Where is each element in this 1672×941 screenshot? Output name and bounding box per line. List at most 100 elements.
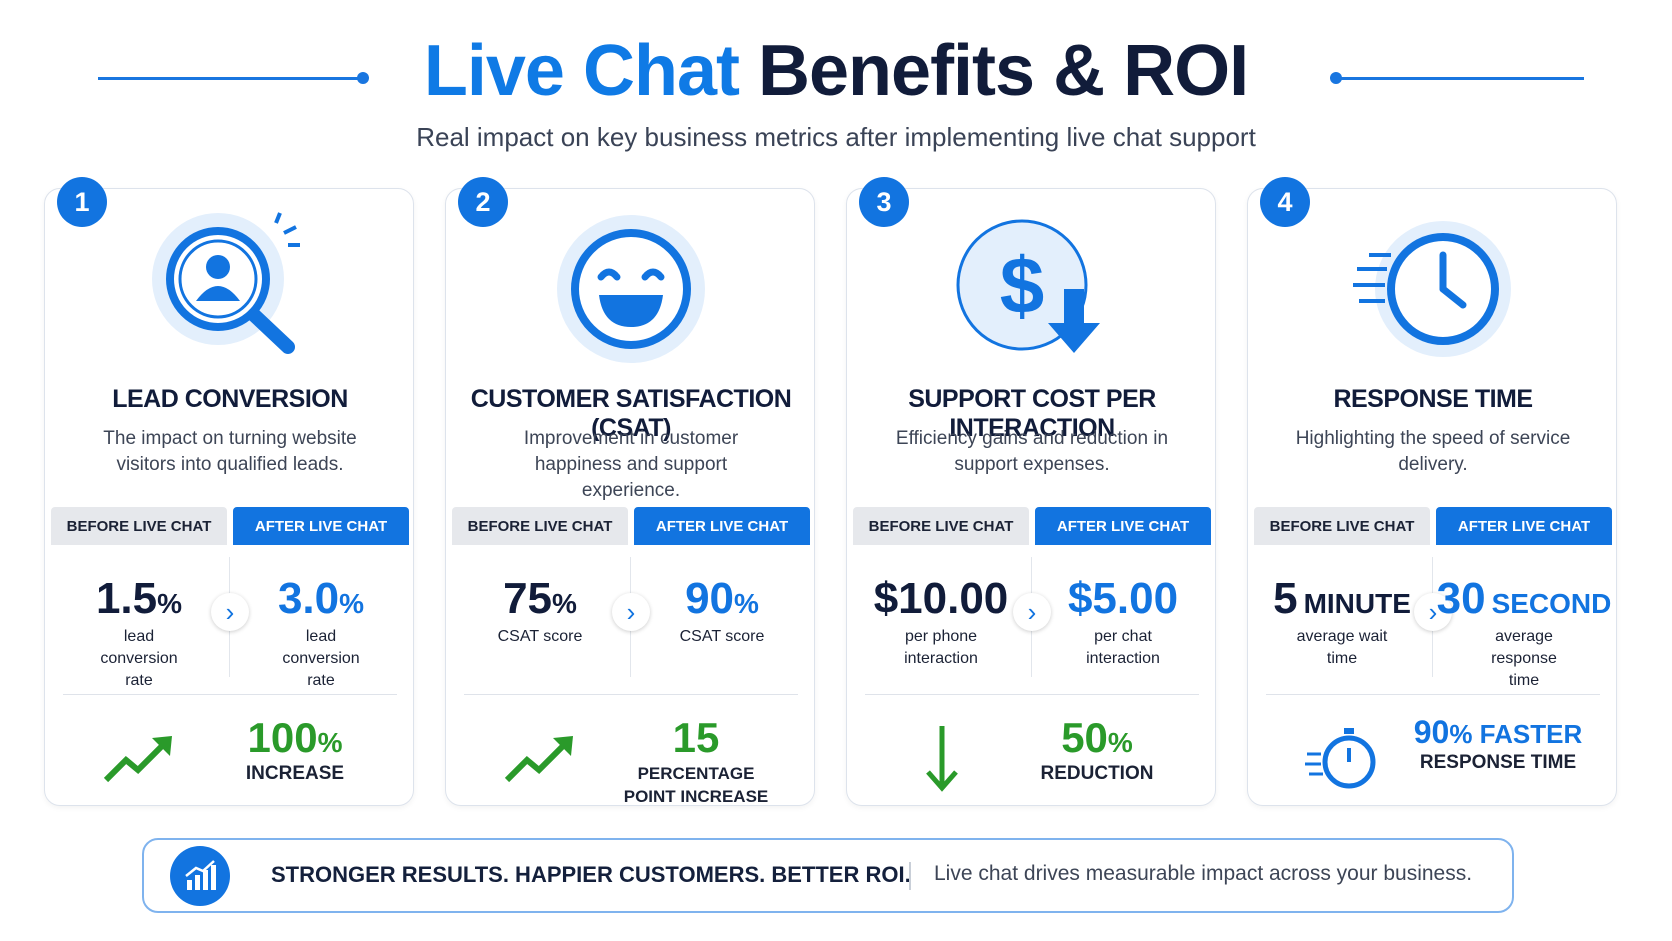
result-icon: [501, 724, 581, 794]
metric-caption: per chat interaction: [1086, 628, 1160, 667]
card: 3 $ SUPPORT COST PER INTERACTION Efficiency…: [846, 177, 1216, 806]
after-metric: $5.00 per chat interaction: [1033, 574, 1213, 670]
icon: [1353, 221, 1511, 357]
icon-part: [504, 739, 570, 783]
card-icon: $: [952, 209, 1112, 369]
card-icon: [551, 209, 711, 369]
card: 4 RESPONSE TIME Highlighting the speed of …: [1247, 177, 1617, 806]
chevron: ›: [1414, 593, 1452, 631]
footer-text: Live chat drives measurable impact acros…: [934, 862, 1473, 885]
metric-line: 3.0%: [231, 574, 411, 624]
icon-part: [553, 736, 573, 756]
before-metric: 5 MINUTE average wait time: [1252, 574, 1432, 670]
step-badge: 2: [458, 177, 508, 227]
metric-line: 75%: [450, 574, 630, 624]
after-metric: 90% CSAT score: [632, 574, 812, 648]
metric-caption: per phone interaction: [904, 628, 978, 667]
result: 15 PERCENTAGE POINT INCREASE: [596, 714, 796, 808]
icon: [926, 726, 958, 792]
icon-part: [597, 268, 621, 281]
icon-part: [152, 736, 172, 756]
chevron: ›: [612, 593, 650, 631]
metric-line: 1.5%: [49, 574, 229, 624]
card-title: LEAD CONVERSION: [112, 385, 348, 413]
icon-part: $: [1000, 241, 1045, 330]
icon-part: [1048, 289, 1100, 353]
step-badge: 3: [859, 177, 909, 227]
divider: [464, 694, 798, 695]
after-tab: AFTER LIVE CHAT: [233, 507, 409, 545]
title-highlight: Live Chat: [423, 31, 740, 111]
metric-unit: %: [157, 588, 183, 619]
chevron: ›: [211, 593, 249, 631]
header-dot: [357, 72, 369, 84]
card-description: The impact on turning website visitors i…: [103, 428, 357, 475]
icon-part: [599, 295, 663, 327]
metric-value: 30: [1436, 574, 1486, 623]
icon-part: [187, 880, 192, 890]
before-tab: BEFORE LIVE CHAT: [1254, 507, 1430, 545]
before-metric: 75% CSAT score: [450, 574, 630, 648]
card-title: RESPONSE TIME: [1333, 385, 1533, 413]
card: 1 LEAD CONVERSION The impact on turning we…: [44, 177, 414, 806]
before-metric: 1.5% lead conversion rate: [49, 574, 229, 692]
card: 2 CUSTOMER SATISFACTION (CSAT) Improvement…: [445, 177, 815, 808]
metric-unit: %: [339, 588, 365, 619]
result-line: 90% FASTER: [1383, 714, 1613, 751]
icon-part: [211, 865, 216, 890]
metric-unit: %: [734, 588, 759, 619]
step-badge: 1: [57, 177, 107, 227]
icon-part: [203, 870, 208, 890]
after-metric: 30 SECOND average response time: [1434, 574, 1614, 692]
result-line: 15: [596, 714, 796, 762]
after-tab: AFTER LIVE CHAT: [1436, 507, 1612, 545]
header-rule: [98, 77, 360, 80]
result: 100% INCREASE: [195, 714, 395, 785]
metric-value: 5: [1273, 574, 1298, 623]
metric-unit: MINUTE: [1303, 588, 1411, 619]
metric-caption: CSAT score: [679, 628, 765, 645]
result-unit: % FASTER: [1449, 719, 1583, 749]
before-tab: BEFORE LIVE CHAT: [452, 507, 628, 545]
icon-part: [1322, 735, 1376, 789]
title-rest: Benefits & ROI: [758, 31, 1249, 111]
metric-value: 90: [685, 574, 735, 623]
card-icon: [150, 209, 310, 369]
icon-part: [103, 739, 169, 783]
metric-value: 1.5: [95, 574, 158, 623]
after-tab: AFTER LIVE CHAT: [1035, 507, 1211, 545]
result-unit: %: [317, 727, 343, 758]
icon: [504, 736, 573, 783]
result-unit: %: [1107, 727, 1133, 758]
icon-part: [195, 875, 200, 890]
result-caption: REDUCTION: [1040, 763, 1154, 784]
footer-icon: [170, 846, 230, 906]
icon-part: [283, 225, 297, 235]
result-caption: PERCENTAGE POINT INCREASE: [623, 764, 769, 806]
icon-part: [178, 239, 258, 319]
metric-value: $10.00: [873, 574, 1009, 623]
result-icon: [902, 724, 982, 794]
metric-line: 90%: [632, 574, 812, 624]
metric-unit: %: [552, 588, 577, 619]
icon-part: [926, 770, 958, 792]
metric-caption: lead conversion rate: [282, 628, 360, 689]
result-value: 90: [1413, 714, 1450, 750]
metric-caption: average response time: [1491, 628, 1557, 689]
result-line: 100%: [195, 714, 395, 762]
after-metric: 3.0% lead conversion rate: [231, 574, 411, 692]
subtitle: Real impact on key business metrics afte…: [416, 122, 1256, 152]
icon-part: [185, 860, 215, 877]
result-line: 50%: [997, 714, 1197, 762]
metric-line: 5 MINUTE: [1252, 574, 1432, 624]
metric-line: $5.00: [1033, 574, 1213, 624]
metric-caption: average wait time: [1296, 628, 1388, 667]
metric-value: $5.00: [1067, 574, 1179, 623]
metric-line: $10.00: [851, 574, 1031, 624]
after-tab: AFTER LIVE CHAT: [634, 507, 810, 545]
result-value: 15: [672, 714, 720, 761]
result-icon: [1303, 724, 1383, 794]
chart-icon: [185, 860, 216, 890]
title: Live Chat Benefits & ROI: [0, 30, 1672, 112]
